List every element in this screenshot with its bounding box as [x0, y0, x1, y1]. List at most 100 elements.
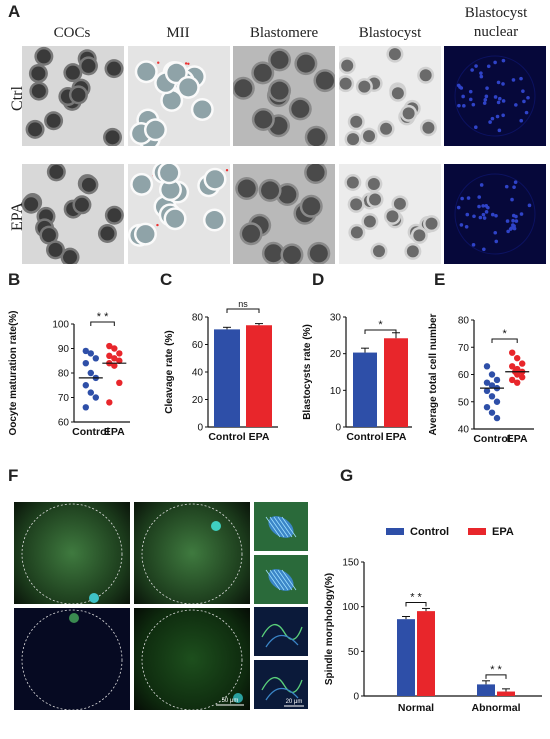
cell [493, 95, 498, 99]
spindle-fiber [273, 516, 289, 538]
cell [205, 170, 224, 189]
y-axis-label: Spindle morphology(%) [324, 573, 335, 685]
cell [483, 98, 488, 102]
cell [340, 59, 353, 72]
cell [471, 102, 476, 107]
panel-letter-f: F [8, 466, 19, 485]
micrograph-cocs-ctrl [22, 46, 124, 146]
cell [510, 197, 514, 202]
y-axis-label: Oocyte maturation rate(%) [8, 310, 19, 435]
data-point-control [493, 376, 501, 384]
y-tick-label: 50 [458, 397, 470, 408]
cell [456, 83, 461, 88]
data-point-epa [519, 374, 526, 381]
oocyte-image-3 [14, 608, 130, 710]
cell [519, 212, 524, 216]
cell [107, 61, 122, 76]
x-tick-label: EPA [104, 426, 125, 438]
cell [501, 58, 506, 63]
cell [291, 99, 310, 118]
cell [36, 49, 51, 64]
bar-epa-normal [417, 611, 435, 696]
cell [490, 116, 495, 121]
cell [504, 184, 509, 189]
scale-bar-label: 50 μm [222, 698, 239, 704]
x-tick-label: Control [208, 431, 245, 442]
panel-letter-d: D [312, 270, 325, 289]
col-head-blastocyst-nuclear: Blastocyst nuclear [464, 5, 528, 40]
cell [484, 94, 489, 99]
cell [495, 114, 500, 119]
significance-label: * * [490, 664, 502, 676]
significance-label: * * [410, 591, 422, 603]
y-tick-label: 60 [58, 418, 70, 429]
cell [41, 228, 56, 243]
cell [393, 197, 406, 210]
significance-label: ns [238, 299, 248, 309]
oocyte-outline [21, 609, 123, 710]
x-tick-label: EPA [507, 433, 528, 442]
cell [481, 212, 486, 217]
data-point-control [87, 350, 95, 357]
data-point-epa [509, 363, 516, 370]
micrograph-blastocyst-epa [338, 164, 441, 264]
data-point-control [483, 404, 491, 411]
chart-c-cleavage-rate: 0 20 40 60 80 Cleavage rate (%) Control EPA ns [164, 299, 278, 442]
chart-g-spindle-morphology: 0 50 100 150 Spindle morphology(%) Control EPA… [324, 526, 542, 714]
abnormal-spindle-fiber [261, 624, 303, 640]
cell [160, 180, 179, 199]
cell [28, 122, 43, 137]
cell [302, 197, 321, 216]
x-tick-label: Control [473, 433, 510, 442]
cell [65, 65, 80, 80]
oocyte-image-2 [134, 502, 250, 604]
oocyte-image-4: 50 μm [134, 608, 250, 710]
y-tick-label: 0 [353, 692, 359, 703]
cell [509, 226, 514, 230]
y-tick-label: 90 [58, 344, 70, 355]
polar-body-marker [155, 223, 159, 227]
micrograph-blastocyst-nuclear-ctrl [444, 46, 546, 146]
cell [46, 113, 61, 128]
oocyte-outline [141, 609, 243, 710]
cell [307, 128, 326, 146]
data-point-control [87, 389, 95, 396]
cell [456, 205, 461, 210]
micrograph-cells [25, 46, 124, 146]
cell [132, 175, 151, 194]
panel-letter-e: E [434, 270, 446, 289]
legend-label-control: Control [410, 526, 449, 538]
spindle-fiber [265, 569, 281, 590]
spindle-fiber [277, 569, 293, 590]
data-point-control [488, 382, 496, 389]
oocyte-image-1 [14, 502, 130, 604]
x-tick-label: Control [72, 426, 109, 438]
data-point-epa [116, 357, 123, 364]
cell [478, 215, 483, 220]
cell [479, 71, 483, 75]
cell [494, 239, 499, 244]
spindle-fiber [265, 516, 281, 538]
cell [165, 209, 184, 228]
micrograph-cells [235, 164, 331, 264]
cell [512, 226, 517, 231]
cell [24, 197, 39, 212]
cell [237, 179, 256, 198]
bar-epa [246, 325, 272, 427]
cell [264, 244, 283, 263]
cell [479, 183, 484, 187]
cell [527, 203, 532, 208]
micrograph-cells [129, 60, 214, 146]
y-tick-label: 70 [458, 343, 470, 354]
cell [261, 181, 280, 200]
bar-control-abnormal [477, 684, 495, 696]
polar-body-marker [186, 62, 190, 65]
data-point-control [82, 347, 90, 355]
oocyte-outline [21, 503, 123, 604]
fluorescence-image [265, 516, 297, 538]
cell [145, 120, 164, 139]
cell [505, 219, 510, 223]
cell [524, 110, 529, 115]
cell [501, 99, 506, 103]
spindle-fluorescence-grid: 50 μm 20 μm [14, 502, 312, 710]
